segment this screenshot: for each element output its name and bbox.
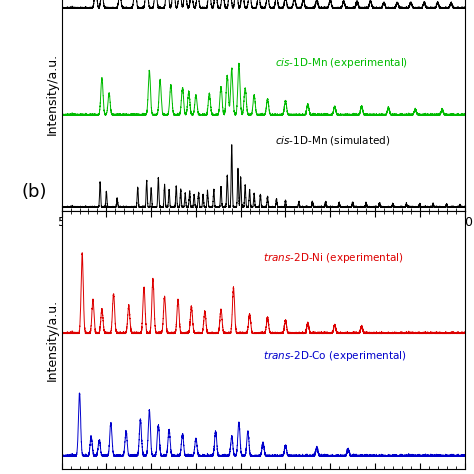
Text: $\it{trans}$-2D-Ni (experimental): $\it{trans}$-2D-Ni (experimental): [263, 251, 404, 264]
X-axis label: 2$\theta$/degree: 2$\theta$/degree: [227, 230, 299, 248]
Text: $\it{cis}$-1D-Mn (simulated): $\it{cis}$-1D-Mn (simulated): [275, 134, 391, 147]
Y-axis label: Intensity/a.u.: Intensity/a.u.: [46, 299, 59, 381]
Text: $\it{cis}$-1D-Mn (experimental): $\it{cis}$-1D-Mn (experimental): [275, 56, 408, 70]
Text: (b): (b): [21, 182, 47, 201]
Text: $\it{trans}$-2D-Co (experimental): $\it{trans}$-2D-Co (experimental): [263, 349, 407, 363]
Y-axis label: Intensity/a.u.: Intensity/a.u.: [46, 53, 59, 135]
